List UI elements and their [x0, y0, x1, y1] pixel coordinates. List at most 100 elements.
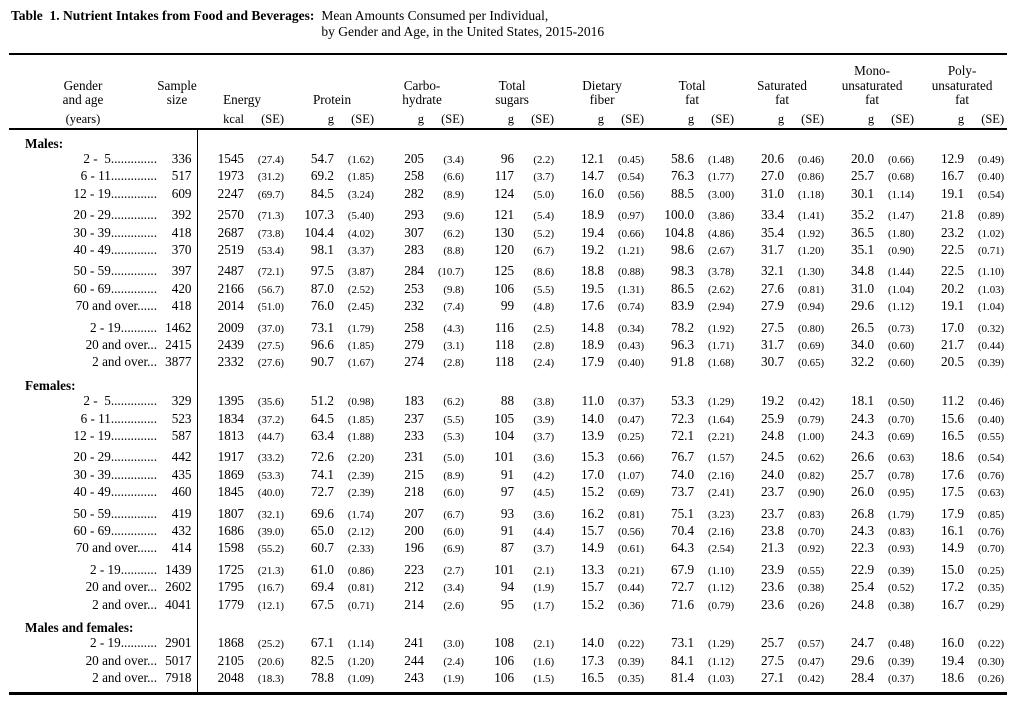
se-cell: (0.68) [888, 171, 915, 184]
header-group-row: Gender and age Sample size Energy Protein Carb… [9, 54, 1007, 108]
value-cell: 24.3 [851, 428, 875, 443]
se-cell: (0.39) [617, 655, 645, 668]
sample-size-cell: 2901 [165, 635, 192, 651]
value-cell: 279 [404, 336, 425, 352]
value-cell: 15.2 [580, 596, 605, 612]
table-row: 30 - 39.............. 418 2687 (73.8) 104.4 (… [9, 224, 1007, 242]
se-cell: (31.2) [257, 171, 284, 184]
value-cell: 54.7 [310, 150, 334, 166]
value-cell: 23.7 [761, 484, 785, 500]
value-cell: 31.0 [761, 185, 785, 201]
table-row: 20 and over... 2415 2439 (27.5) 96.6 (1.85) 27… [9, 336, 1007, 355]
se-cell: (0.86) [797, 171, 825, 184]
se-cell: (3.1) [443, 339, 465, 352]
se-cell: (6.0) [443, 526, 465, 539]
se-cell: (2.5) [533, 322, 555, 335]
value-cell: 11.2 [941, 393, 965, 409]
section-row-males-and-females: Males and females: [9, 618, 1008, 636]
table-row: 12 - 19.............. 609 2247 (69.7) 84.5 (3… [9, 185, 1007, 204]
se-cell: (0.47) [617, 413, 645, 426]
value-cell: 212 [404, 579, 425, 595]
se-cell: (0.65) [797, 357, 825, 370]
section-row-males: Males: [9, 128, 1008, 151]
sample-size-cell: 587 [171, 428, 192, 443]
se-cell: (0.56) [617, 526, 645, 539]
se-cell: (0.79) [797, 413, 825, 426]
se-cell: (0.81) [347, 582, 375, 595]
se-cell: (0.26) [797, 599, 825, 612]
value-cell: 283 [404, 241, 425, 257]
value-cell: 253 [404, 280, 425, 296]
se-cell: (1.92) [797, 227, 825, 240]
se-cell: (1.44) [888, 266, 915, 279]
se-cell: (0.46) [797, 153, 825, 166]
value-cell: 98.3 [670, 263, 695, 279]
sample-size-cell: 460 [171, 484, 192, 500]
value-cell: 72.6 [310, 449, 334, 465]
value-cell: 284 [404, 263, 425, 279]
se-cell: (0.52) [888, 582, 915, 595]
value-cell: 17.0 [941, 319, 965, 335]
se-cell: (1.04) [888, 283, 915, 296]
se-cell: (0.38) [797, 582, 825, 595]
se-cell: (0.70) [888, 413, 915, 426]
se-cell: (0.70) [797, 526, 825, 539]
value-cell: 83.9 [670, 298, 695, 314]
se-cell: (0.35) [978, 582, 1005, 595]
se-cell: (1.03) [707, 673, 735, 686]
section-label: Males: [25, 135, 64, 151]
se-cell: (1.9) [533, 582, 555, 595]
se-cell: (1.12) [707, 655, 735, 668]
value-cell: 22.3 [851, 540, 875, 556]
se-cell: (0.71) [978, 244, 1005, 257]
value-cell: 67.9 [670, 561, 695, 577]
se-cell: (1.31) [617, 283, 645, 296]
value-cell: 1869 [196, 466, 246, 485]
age-cell: 60 - 69.............. [73, 523, 157, 539]
table-row: 70 and over...... 418 2014 (51.0) 76.0 (2.45)… [9, 298, 1007, 316]
value-cell: 118 [494, 336, 515, 352]
se-cell: (2.4) [533, 357, 555, 370]
value-cell: 28.4 [851, 670, 875, 686]
value-cell: 233 [404, 428, 425, 443]
value-cell: 106 [494, 652, 515, 668]
se-cell: (2.67) [707, 244, 735, 257]
value-cell: 1973 [196, 168, 246, 186]
age-cell: 20 - 29.............. [73, 449, 157, 465]
value-cell: 18.1 [851, 393, 875, 409]
se-cell: (6.7) [443, 508, 465, 521]
se-cell: (0.94) [797, 301, 825, 314]
value-cell: 58.6 [670, 150, 695, 166]
se-cell: (1.62) [347, 153, 375, 166]
section-filler [196, 128, 1008, 151]
value-cell: 282 [404, 185, 425, 201]
value-cell: 207 [404, 505, 425, 521]
sample-size-cell: 414 [171, 540, 192, 556]
table-row: 6 - 11.............. 517 1973 (31.2) 69.2 (1.… [9, 168, 1007, 186]
se-cell: (2.39) [347, 469, 375, 482]
value-cell: 32.2 [851, 354, 875, 370]
age-cell: 2 and over... [92, 670, 157, 686]
sample-size-cell: 1462 [165, 319, 192, 335]
value-cell: 23.7 [761, 505, 785, 521]
value-cell: 69.4 [310, 579, 334, 595]
value-cell: 121 [494, 207, 515, 223]
value-cell: 91 [500, 466, 515, 482]
value-cell: 100.0 [664, 207, 695, 223]
se-cell: (0.63) [888, 452, 915, 465]
se-cell: (6.7) [533, 244, 555, 257]
se-cell: (1.88) [347, 431, 375, 443]
se-cell: (3.4) [443, 582, 465, 595]
age-cell: 70 and over...... [75, 298, 157, 314]
value-cell: 78.8 [310, 670, 334, 686]
sample-size-cell: 523 [171, 410, 192, 426]
value-cell: 1807 [196, 505, 246, 524]
age-cell: 20 and over... [85, 336, 157, 352]
se-cell: (0.98) [347, 396, 375, 409]
spacer-row [9, 315, 1008, 320]
value-cell: 26.0 [851, 484, 875, 500]
unit-polyunsaturated-fat: g [917, 107, 967, 130]
spacer-cell [9, 688, 197, 694]
age-cell: 6 - 11.............. [80, 168, 157, 184]
se-cell: (0.66) [617, 227, 645, 240]
